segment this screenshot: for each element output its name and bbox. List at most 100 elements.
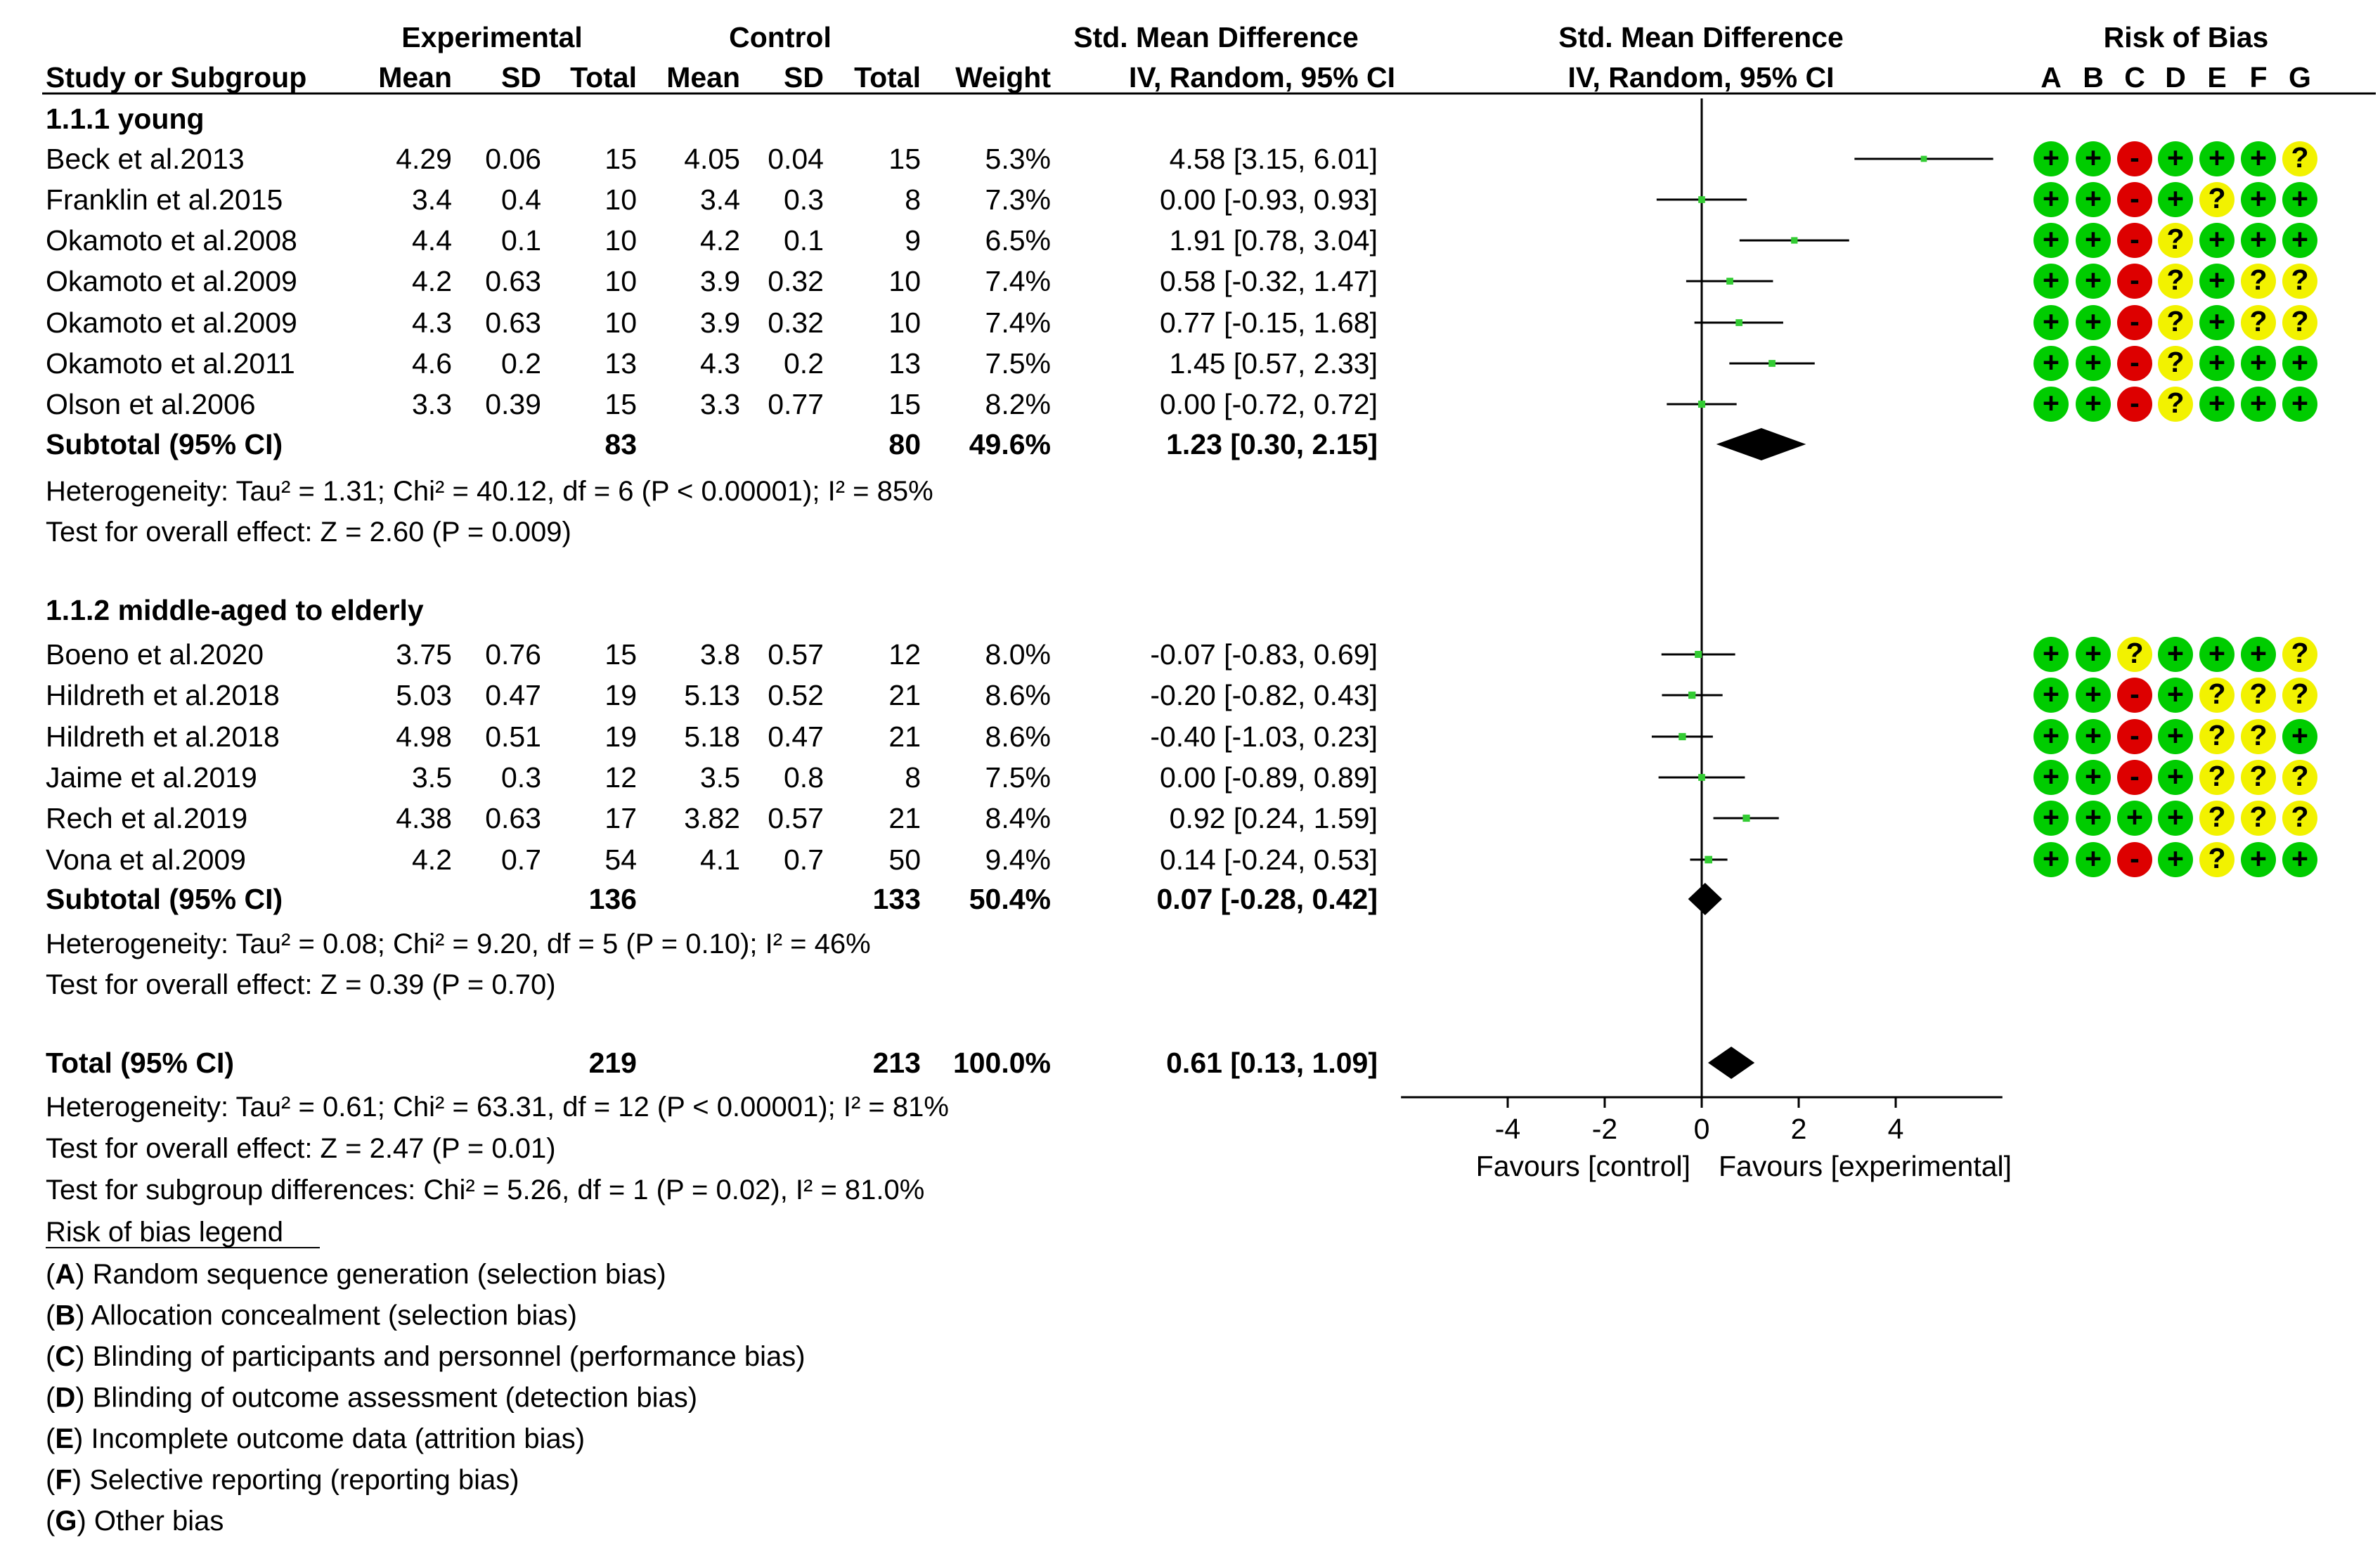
rob-dot bbox=[2117, 346, 2152, 381]
rob-symbol: ? bbox=[2291, 264, 2308, 296]
rob-dot bbox=[2241, 264, 2276, 299]
rob-dot bbox=[2158, 678, 2193, 713]
x-tick-label: -2 bbox=[1592, 1113, 1617, 1145]
heterogeneity-total: Heterogeneity: Tau² = 0.61; Chi² = 63.31… bbox=[46, 1092, 949, 1123]
header-experimental: Experimental bbox=[401, 21, 583, 53]
subtotal-young-label: Subtotal (95% CI) bbox=[46, 428, 283, 460]
rob-symbol: + bbox=[2085, 264, 2102, 296]
subtotal-young-ctl-total: 80 bbox=[888, 428, 921, 460]
rob-symbol: + bbox=[2250, 182, 2267, 214]
effect-ci-text: 0.00 [-0.93, 0.93] bbox=[1160, 183, 1378, 216]
rob-dot bbox=[2199, 719, 2235, 754]
rob-symbol: ? bbox=[2208, 719, 2225, 751]
effect-ci-text: 4.58 [3.15, 6.01] bbox=[1170, 143, 1378, 175]
exp-mean: 4.2 bbox=[412, 265, 452, 297]
rob-dot bbox=[2158, 182, 2193, 217]
rob-symbol: + bbox=[2085, 141, 2102, 174]
x-tick-label: 0 bbox=[1694, 1113, 1710, 1145]
rob-dot bbox=[2117, 760, 2152, 795]
study-name: Hildreth et al.2018 bbox=[46, 720, 280, 753]
ctl-total: 10 bbox=[888, 265, 921, 297]
point-estimate bbox=[1920, 155, 1927, 162]
rob-symbol: ? bbox=[2126, 637, 2143, 669]
ctl-total: 8 bbox=[905, 183, 921, 216]
rob-dot bbox=[2282, 264, 2317, 299]
ctl-mean: 4.1 bbox=[700, 843, 740, 876]
favours-control-label: Favours [control] bbox=[1476, 1150, 1690, 1182]
rob-symbol: + bbox=[2085, 801, 2102, 833]
rob-dot bbox=[2282, 346, 2317, 381]
header-control: Control bbox=[729, 21, 832, 53]
rob-dot bbox=[2199, 141, 2235, 176]
study-name: Franklin et al.2015 bbox=[46, 183, 283, 216]
rob-symbol: + bbox=[2250, 223, 2267, 255]
ctl-total: 21 bbox=[888, 679, 921, 711]
ctl-sd: 0.7 bbox=[784, 843, 824, 876]
rob-dot bbox=[2241, 387, 2276, 422]
rob-dot bbox=[2282, 760, 2317, 795]
rob-symbol: + bbox=[2250, 637, 2267, 669]
rob-symbol: + bbox=[2085, 842, 2102, 874]
point-estimate bbox=[1695, 651, 1702, 658]
rob-dot bbox=[2076, 264, 2111, 299]
rob-dot bbox=[2033, 182, 2069, 217]
rob-symbol: + bbox=[2291, 387, 2308, 419]
point-estimate bbox=[1705, 855, 1713, 864]
rob-legend-item: (F) Selective reporting (reporting bias) bbox=[46, 1465, 519, 1496]
header-exp-mean: Mean bbox=[378, 61, 452, 93]
exp-mean: 5.03 bbox=[396, 679, 452, 711]
exp-total: 15 bbox=[604, 388, 637, 420]
rob-dot bbox=[2076, 387, 2111, 422]
ctl-mean: 5.18 bbox=[684, 720, 740, 753]
rob-dot bbox=[2282, 305, 2317, 340]
rob-dot bbox=[2076, 842, 2111, 877]
ctl-mean: 3.3 bbox=[700, 388, 740, 420]
ctl-sd: 0.04 bbox=[768, 143, 824, 175]
rob-dot bbox=[2241, 678, 2276, 713]
rob-symbol: + bbox=[2208, 387, 2225, 419]
rob-symbol: + bbox=[2085, 678, 2102, 710]
rob-symbol: - bbox=[2130, 760, 2140, 792]
exp-sd: 0.3 bbox=[501, 761, 541, 794]
study-name: Okamoto et al.2011 bbox=[46, 347, 295, 380]
rob-dot bbox=[2241, 760, 2276, 795]
exp-mean: 3.4 bbox=[412, 183, 452, 216]
weight: 7.5% bbox=[985, 761, 1051, 794]
study-name: Boeno et al.2020 bbox=[46, 638, 264, 671]
exp-sd: 0.1 bbox=[501, 224, 541, 257]
rob-symbol: + bbox=[2208, 141, 2225, 174]
rob-dot bbox=[2033, 801, 2069, 836]
ctl-sd: 0.32 bbox=[768, 265, 824, 297]
rob-legend-item: (G) Other bias bbox=[46, 1506, 224, 1537]
subtotal-elderly-ctl-total: 133 bbox=[873, 883, 921, 915]
subtotal-elderly-label: Subtotal (95% CI) bbox=[46, 883, 283, 915]
rob-dot bbox=[2199, 678, 2235, 713]
rob-dot bbox=[2199, 305, 2235, 340]
rob-dot bbox=[2117, 678, 2152, 713]
exp-total: 12 bbox=[604, 761, 637, 794]
rob-symbol: + bbox=[2085, 223, 2102, 255]
rob-dot bbox=[2241, 637, 2276, 672]
effect-ci-text: 1.91 [0.78, 3.04] bbox=[1170, 224, 1378, 257]
study-name: Okamoto et al.2008 bbox=[46, 224, 297, 257]
rob-dot bbox=[2076, 141, 2111, 176]
subtotal-young-ci-text: 1.23 [0.30, 2.15] bbox=[1166, 428, 1378, 460]
x-tick-label: 2 bbox=[1791, 1113, 1807, 1145]
subtotal-young-diamond bbox=[1716, 428, 1806, 460]
rob-dot bbox=[2241, 842, 2276, 877]
rob-symbol: + bbox=[2167, 141, 2184, 174]
exp-total: 10 bbox=[604, 265, 637, 297]
heterogeneity-elderly: Heterogeneity: Tau² = 0.08; Chi² = 9.20,… bbox=[46, 929, 871, 959]
rob-symbol: - bbox=[2130, 387, 2140, 419]
rob-symbol: ? bbox=[2166, 346, 2184, 378]
rob-symbol: ? bbox=[2249, 760, 2267, 792]
header-exp-total: Total bbox=[570, 61, 637, 93]
rob-symbol: + bbox=[2043, 305, 2059, 337]
header-method-plot: IV, Random, 95% CI bbox=[1568, 61, 1835, 93]
exp-sd: 0.51 bbox=[485, 720, 541, 753]
rob-symbol: + bbox=[2043, 264, 2059, 296]
ctl-mean: 3.4 bbox=[700, 183, 740, 216]
rob-symbol: - bbox=[2130, 182, 2140, 214]
exp-total: 15 bbox=[604, 143, 637, 175]
